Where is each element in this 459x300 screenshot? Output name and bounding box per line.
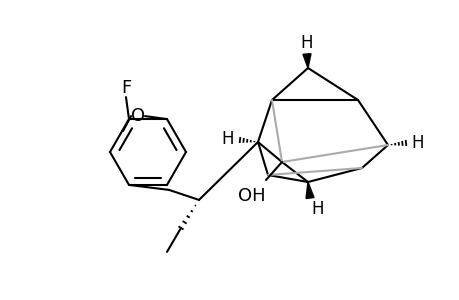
Polygon shape — [305, 182, 313, 199]
Text: H: H — [300, 34, 313, 52]
Text: H: H — [221, 130, 234, 148]
Text: OH: OH — [238, 187, 265, 205]
Text: O: O — [131, 107, 145, 125]
Text: H: H — [411, 134, 423, 152]
Text: H: H — [311, 200, 324, 218]
Text: F: F — [121, 79, 131, 97]
Polygon shape — [302, 54, 310, 68]
